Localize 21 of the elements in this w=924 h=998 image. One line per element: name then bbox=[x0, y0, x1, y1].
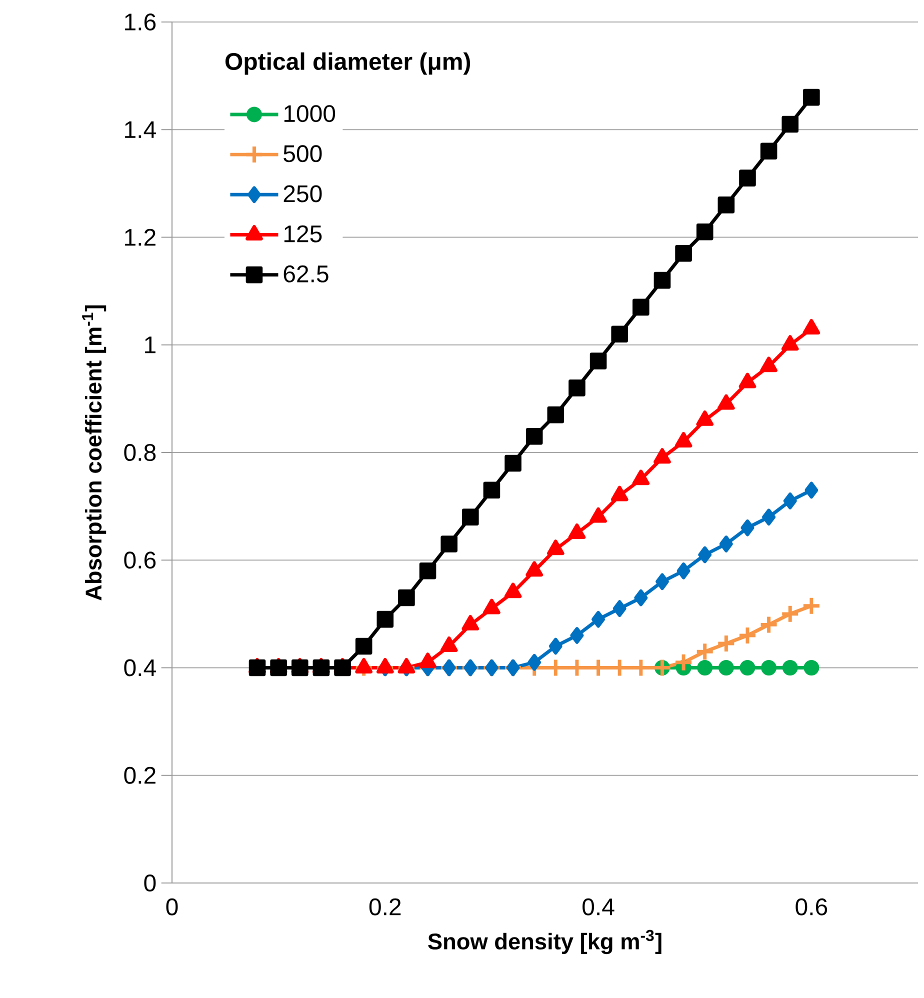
legend-label: 62.5 bbox=[284, 265, 328, 282]
y-tick-label: 0 bbox=[144, 874, 156, 892]
y-tick-label: 1.4 bbox=[125, 121, 156, 138]
y-tick-label: 0.8 bbox=[124, 444, 156, 461]
y-tick-label: 0.2 bbox=[124, 766, 156, 784]
legend-label: 125 bbox=[284, 225, 322, 242]
x-tick-label: 0.6 bbox=[796, 898, 828, 916]
legend-title: Optical diameter (μm) bbox=[225, 52, 470, 75]
y-tick-label: 1.2 bbox=[125, 228, 156, 246]
x-axis-title: Snow density [kg m$^{-3}$] bbox=[428, 930, 662, 954]
legend-label: 1000 bbox=[284, 105, 336, 122]
y-tick-label: 0.6 bbox=[124, 552, 156, 569]
y-tick-label: 0.4 bbox=[124, 659, 156, 676]
y-tick-label: 1.6 bbox=[125, 13, 156, 30]
y-axis-title: Absorption coefficient [m$^{-1}$] bbox=[82, 305, 106, 600]
x-tick-label: 0 bbox=[166, 898, 178, 916]
y-tick-label: 1 bbox=[145, 336, 156, 354]
legend-label: 250 bbox=[284, 185, 322, 202]
x-tick-label: 0.2 bbox=[369, 898, 401, 916]
x-tick-label: 0.4 bbox=[582, 898, 614, 916]
legend-label: 500 bbox=[284, 145, 322, 162]
